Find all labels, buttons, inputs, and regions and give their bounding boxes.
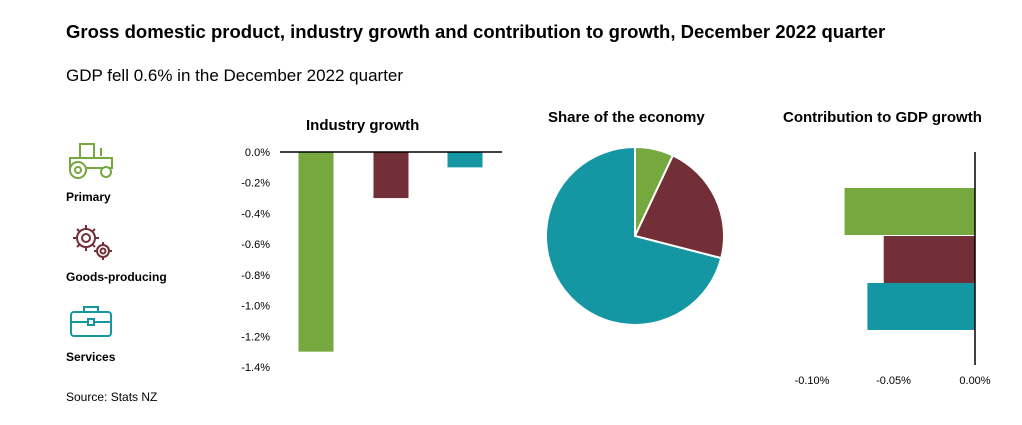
- y-tick-label: -0.8%: [241, 270, 270, 282]
- x-tick-label: -0.10%: [795, 375, 830, 387]
- share-of-economy-title: Share of the economy: [548, 109, 705, 126]
- legend-label-primary: Primary: [66, 190, 111, 204]
- tractor-icon: [69, 143, 113, 179]
- bar-primary: [298, 152, 334, 352]
- y-tick-label: -1.2%: [241, 331, 270, 343]
- pie-slice-services: [545, 145, 723, 326]
- contribution-title: Contribution to GDP growth: [783, 109, 982, 126]
- y-tick-label: -1.4%: [241, 362, 270, 374]
- x-tick-label: 0.00%: [959, 375, 990, 387]
- source-note: Source: Stats NZ: [66, 390, 158, 404]
- y-tick-label: -1.0%: [241, 301, 270, 313]
- x-tick-label: -0.05%: [876, 375, 911, 387]
- y-tick-label: 0.0%: [245, 147, 270, 159]
- y-tick-label: -0.4%: [241, 208, 270, 220]
- y-tick-label: -0.2%: [241, 178, 270, 190]
- hbar-primary: [844, 188, 975, 235]
- gears-icon: [73, 225, 112, 260]
- hbar-goods-producing: [883, 236, 975, 283]
- pie-slice-goods-producing: [633, 154, 725, 260]
- legend-label-services: Services: [66, 350, 116, 364]
- briefcase-icon: [70, 306, 112, 337]
- legend-label-goods-producing: Goods-producing: [66, 270, 167, 284]
- chart-title: Gross domestic product, industry growth …: [66, 21, 886, 42]
- hbar-services: [867, 283, 975, 330]
- chart-subtitle: GDP fell 0.6% in the December 2022 quart…: [66, 66, 404, 85]
- y-tick-label: -0.6%: [241, 239, 270, 251]
- industry-growth-title: Industry growth: [306, 117, 420, 134]
- bar-goods-producing: [373, 152, 409, 199]
- bar-services: [447, 152, 483, 168]
